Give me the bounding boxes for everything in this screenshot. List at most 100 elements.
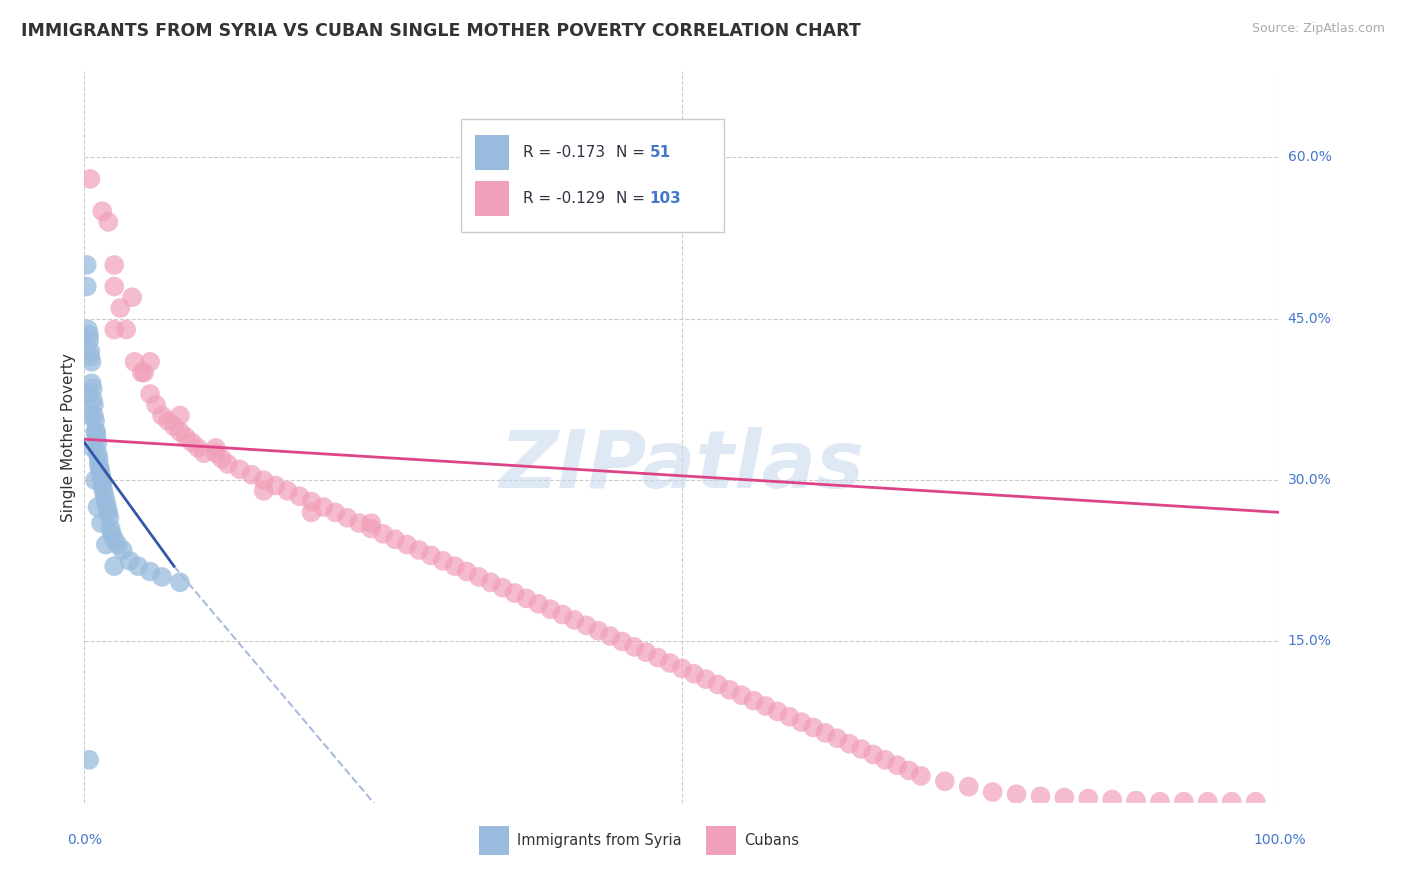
Point: [169, 575, 191, 590]
Text: 60.0%: 60.0%: [1288, 151, 1331, 164]
Point: [957, 780, 980, 794]
Point: [103, 559, 125, 574]
Point: [683, 666, 706, 681]
Point: [479, 575, 502, 590]
Point: [79, 344, 101, 359]
Text: 15.0%: 15.0%: [1288, 634, 1331, 648]
Point: [139, 565, 162, 579]
Point: [718, 682, 741, 697]
Point: [731, 688, 754, 702]
Point: [94, 494, 117, 508]
Point: [240, 467, 263, 482]
Point: [862, 747, 884, 762]
Point: [193, 446, 215, 460]
Point: [131, 366, 153, 380]
Point: [93, 483, 115, 498]
Point: [1125, 794, 1147, 808]
Point: [755, 698, 778, 713]
Point: [111, 543, 134, 558]
Point: [91, 204, 114, 219]
Point: [1053, 790, 1076, 805]
Point: [360, 516, 382, 530]
Text: ZIPatlas: ZIPatlas: [499, 427, 865, 506]
Point: [96, 500, 118, 514]
Point: [981, 785, 1004, 799]
Point: [174, 430, 197, 444]
Point: [779, 710, 801, 724]
Point: [420, 549, 443, 563]
Point: [301, 494, 323, 508]
Point: [814, 726, 837, 740]
Point: [408, 543, 430, 558]
Point: [205, 441, 228, 455]
Point: [599, 629, 621, 643]
Point: [91, 473, 114, 487]
Text: R = -0.129: R = -0.129: [523, 191, 605, 206]
Point: [229, 462, 252, 476]
Point: [253, 483, 276, 498]
Point: [98, 510, 121, 524]
Point: [76, 279, 98, 293]
Point: [503, 586, 526, 600]
Point: [360, 521, 382, 535]
Text: 0.0%: 0.0%: [67, 833, 101, 847]
Point: [97, 215, 120, 229]
Point: [87, 451, 110, 466]
Text: Source: ZipAtlas.com: Source: ZipAtlas.com: [1251, 22, 1385, 36]
Point: [101, 527, 124, 541]
Point: [82, 441, 104, 455]
Point: [527, 597, 550, 611]
Point: [94, 538, 117, 552]
Point: [564, 613, 586, 627]
Bar: [475, 181, 509, 216]
Point: [766, 705, 789, 719]
Point: [100, 521, 122, 535]
Point: [886, 758, 908, 772]
Point: [636, 645, 658, 659]
Point: [181, 435, 204, 450]
Text: N =: N =: [616, 145, 645, 160]
Point: [264, 478, 287, 492]
Point: [77, 327, 100, 342]
Point: [139, 355, 162, 369]
Point: [86, 500, 108, 514]
Point: [659, 656, 682, 670]
Point: [695, 672, 717, 686]
Point: [82, 382, 104, 396]
Point: [124, 355, 146, 369]
Point: [150, 409, 173, 423]
Point: [205, 446, 228, 460]
Point: [217, 457, 239, 471]
Point: [93, 489, 115, 503]
Point: [77, 753, 100, 767]
Point: [97, 505, 120, 519]
Point: [91, 478, 114, 492]
Text: 100.0%: 100.0%: [1253, 833, 1306, 847]
Point: [898, 764, 921, 778]
Point: [336, 510, 359, 524]
Point: [115, 322, 138, 336]
Point: [76, 258, 98, 272]
Text: 45.0%: 45.0%: [1288, 312, 1331, 326]
Point: [492, 581, 515, 595]
Point: [169, 409, 191, 423]
Point: [84, 414, 107, 428]
Point: [83, 398, 105, 412]
Point: [1197, 795, 1219, 809]
Point: [934, 774, 956, 789]
Point: [1220, 795, 1243, 809]
Point: [1077, 791, 1099, 805]
Point: [623, 640, 645, 654]
Point: [707, 677, 730, 691]
Text: N =: N =: [616, 191, 645, 206]
Point: [118, 554, 141, 568]
Point: [516, 591, 538, 606]
Point: [1149, 795, 1171, 809]
Point: [83, 409, 105, 423]
Point: [103, 279, 125, 293]
Point: [132, 366, 156, 380]
Bar: [479, 826, 509, 855]
Point: [89, 462, 111, 476]
Text: R = -0.173: R = -0.173: [523, 145, 605, 160]
Point: [349, 516, 371, 530]
